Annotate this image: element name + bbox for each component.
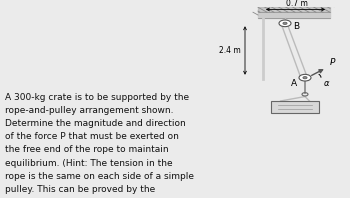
Text: 2.4 m: 2.4 m [219, 46, 241, 55]
Text: 0.7 m: 0.7 m [286, 0, 307, 8]
Bar [271, 101, 319, 113]
Circle shape [303, 76, 307, 79]
Text: P: P [329, 58, 335, 67]
Circle shape [283, 22, 287, 25]
Circle shape [299, 74, 311, 81]
Text: α: α [324, 79, 329, 88]
Circle shape [279, 20, 291, 27]
Text: A 300-kg crate is to be supported by the
rope-and-pulley arrangement shown.
Dete: A 300-kg crate is to be supported by the… [5, 93, 194, 198]
Text: A: A [291, 79, 297, 88]
Text: B: B [293, 22, 299, 31]
